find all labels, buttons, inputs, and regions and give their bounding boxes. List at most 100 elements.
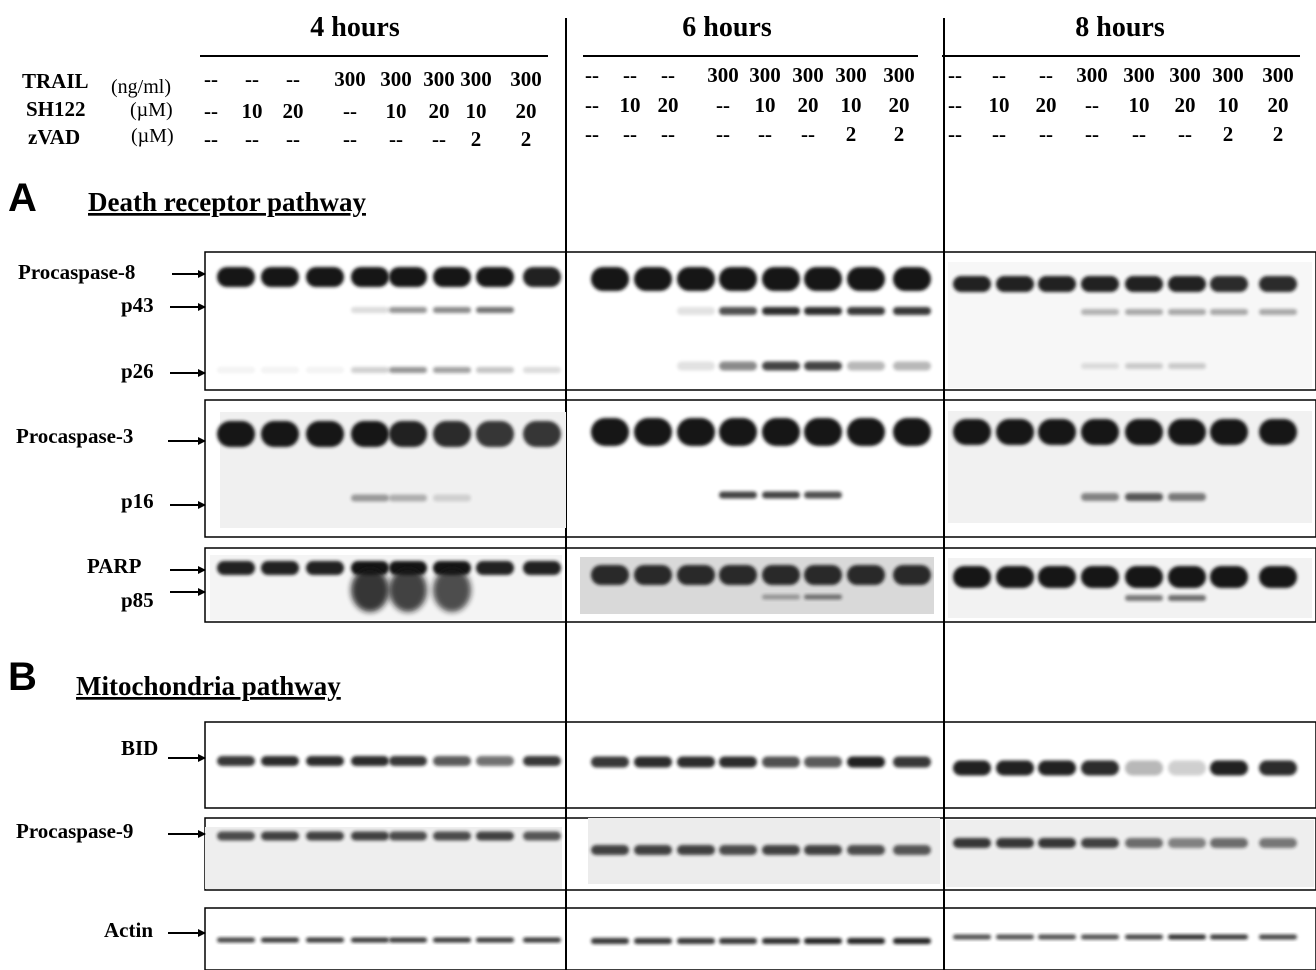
condition-value: 10 [755, 93, 776, 117]
band-p85-8h-lane-5 [1125, 595, 1163, 601]
band-actin-4h-lane-7 [476, 937, 514, 943]
band-procaspase9-8h-lane-1 [953, 838, 991, 848]
band-p43-8h-lane-6 [1168, 309, 1206, 315]
band-p43-4h-lane-6 [433, 307, 471, 313]
band-parp-6h-lane-8 [893, 565, 931, 585]
band-procaspase9-8h-lane-6 [1168, 838, 1206, 848]
condition-value: 20 [516, 99, 537, 123]
band-p16-8h-lane-6 [1168, 493, 1206, 501]
condition-value: 2 [846, 122, 857, 146]
condition-value: 20 [283, 99, 304, 123]
band-procaspase9-6h-lane-1 [591, 845, 629, 855]
band-procaspase3-8h-lane-1 [953, 419, 991, 445]
condition-value: -- [432, 127, 446, 151]
band-bid-6h-lane-1 [591, 756, 629, 768]
condition-value: 300 [749, 63, 781, 87]
condition-value: 20 [429, 99, 450, 123]
band-procaspase9-6h-lane-4 [719, 845, 757, 855]
condition-value: -- [948, 122, 962, 146]
band-p16-8h-lane-4 [1081, 493, 1119, 501]
condition-value: -- [948, 63, 962, 87]
band-p26-4h-lane-2 [261, 367, 299, 373]
band-procaspase3-8h-lane-6 [1168, 419, 1206, 445]
band-procaspase9-4h-lane-8 [523, 831, 561, 841]
condition-label-sh122: SH122 [26, 97, 86, 121]
label-actin: Actin [104, 918, 153, 942]
time-header-8h: 8 hours [1075, 12, 1165, 43]
band-procaspase8-6h-lane-3 [677, 267, 715, 291]
band-bid-8h-lane-2 [996, 760, 1034, 776]
band-procaspase8-8h-lane-1 [953, 276, 991, 292]
condition-value: -- [992, 122, 1006, 146]
band-p43-8h-lane-4 [1081, 309, 1119, 315]
panel-letter-b: B [8, 655, 37, 699]
condition-value: -- [204, 99, 218, 123]
condition-value: 2 [1273, 122, 1284, 146]
band-bid-6h-lane-5 [762, 756, 800, 768]
band-parp-8h-lane-5 [1125, 566, 1163, 588]
band-parp-4h-lane-2 [261, 561, 299, 575]
label-p26: p26 [121, 359, 154, 383]
band-p85-8h-lane-6 [1168, 595, 1206, 601]
band-bid-8h-lane-7 [1210, 760, 1248, 776]
condition-value: -- [585, 122, 599, 146]
band-bid-8h-lane-8 [1259, 760, 1297, 776]
band-procaspase3-6h-lane-1 [591, 418, 629, 446]
band-procaspase9-6h-lane-3 [677, 845, 715, 855]
band-bid-6h-lane-4 [719, 756, 757, 768]
band-procaspase8-6h-lane-8 [893, 267, 931, 291]
blot-images [204, 251, 1316, 970]
band-procaspase8-4h-lane-4 [351, 267, 389, 287]
band-actin-6h-lane-5 [762, 938, 800, 944]
band-p43-4h-lane-5 [389, 307, 427, 313]
band-procaspase9-4h-lane-2 [261, 831, 299, 841]
band-bid-6h-lane-2 [634, 756, 672, 768]
condition-value: 2 [521, 127, 532, 151]
condition-value: -- [286, 127, 300, 151]
condition-value: -- [1039, 63, 1053, 87]
band-p26-6h-lane-6 [804, 361, 842, 371]
band-parp-4h-smear-lane-5 [389, 568, 427, 612]
condition-value: 300 [1169, 63, 1201, 87]
band-procaspase3-4h-lane-1 [217, 421, 255, 447]
band-procaspase8-8h-lane-3 [1038, 276, 1076, 292]
band-procaspase8-6h-lane-2 [634, 267, 672, 291]
band-parp-6h-lane-7 [847, 565, 885, 585]
condition-value: -- [801, 122, 815, 146]
condition-value: 10 [989, 93, 1010, 117]
condition-value: -- [661, 63, 675, 87]
band-procaspase8-4h-lane-3 [306, 267, 344, 287]
condition-value: 300 [380, 67, 412, 91]
band-procaspase9-6h-lane-7 [847, 845, 885, 855]
band-procaspase8-8h-lane-2 [996, 276, 1034, 292]
band-parp-4h-lane-1 [217, 561, 255, 575]
band-procaspase3-6h-lane-5 [762, 418, 800, 446]
band-p26-6h-lane-7 [847, 361, 885, 371]
condition-value: -- [1039, 122, 1053, 146]
band-procaspase9-4h-lane-3 [306, 831, 344, 841]
condition-value: -- [343, 127, 357, 151]
band-procaspase9-8h-lane-3 [1038, 838, 1076, 848]
band-bid-4h-lane-7 [476, 756, 514, 766]
band-p26-4h-lane-1 [217, 367, 255, 373]
condition-value: 2 [894, 122, 905, 146]
band-bid-6h-lane-6 [804, 756, 842, 768]
condition-value: 300 [1262, 63, 1294, 87]
condition-value: -- [623, 63, 637, 87]
band-p16-6h-lane-5 [762, 491, 800, 499]
band-procaspase9-8h-lane-2 [996, 838, 1034, 848]
band-p26-6h-lane-4 [719, 361, 757, 371]
band-procaspase8-4h-lane-7 [476, 267, 514, 287]
band-p26-8h-lane-4 [1081, 363, 1119, 369]
band-actin-4h-lane-2 [261, 937, 299, 943]
condition-value: 10 [242, 99, 263, 123]
label-bid: BID [121, 736, 158, 760]
condition-label-zvad: zVAD [28, 125, 80, 149]
condition-value: -- [1132, 122, 1146, 146]
band-procaspase9-6h-lane-6 [804, 845, 842, 855]
band-actin-6h-lane-3 [677, 938, 715, 944]
band-bid-4h-lane-8 [523, 756, 561, 766]
band-procaspase8-8h-lane-4 [1081, 276, 1119, 292]
condition-value: 10 [1218, 93, 1239, 117]
